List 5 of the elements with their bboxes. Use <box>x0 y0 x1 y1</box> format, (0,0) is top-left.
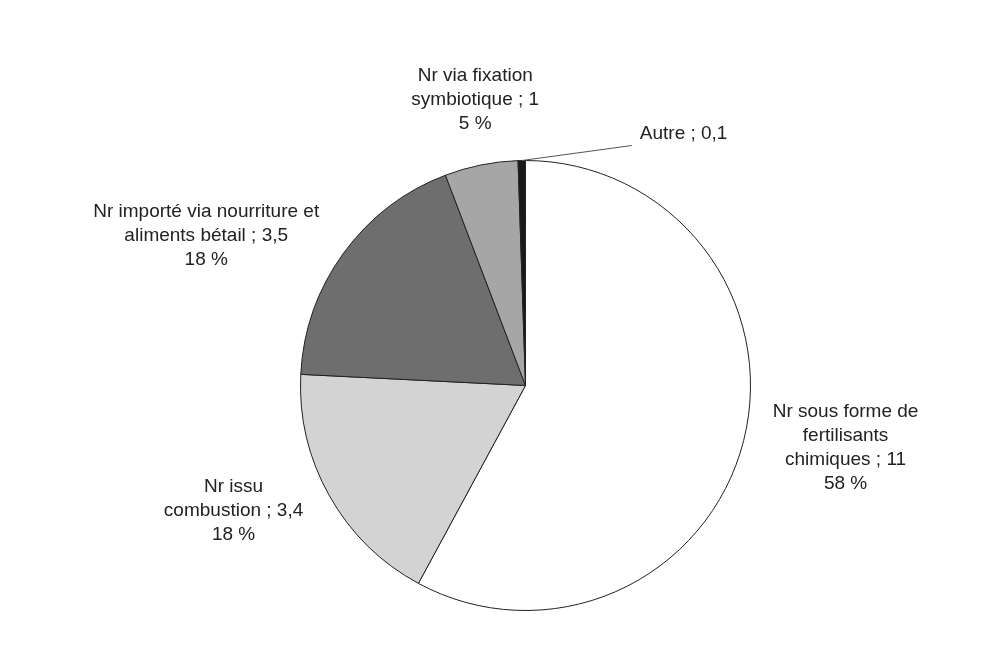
slice-label: Nr issu combustion ; 3,4 18 % <box>163 474 304 544</box>
slice-label: Autre ; 0,1 <box>639 121 728 143</box>
slice-label: Nr sous forme de fertilisants chimiques ; 11 58 % <box>772 400 919 494</box>
slice-label: Nr importé via nourriture et aliments bétail ; 3,5 18 % <box>93 199 320 269</box>
slice-label: Nr via fixation symbiotique ; 1 5 % <box>411 63 540 133</box>
